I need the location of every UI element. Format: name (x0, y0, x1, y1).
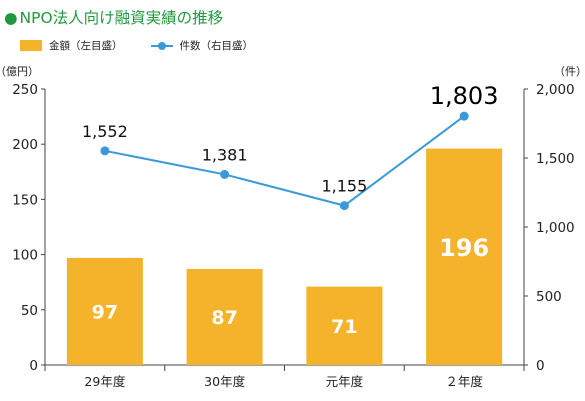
right-tick-label: 1,500 (536, 151, 575, 167)
left-tick-label: 250 (12, 82, 38, 98)
line-value-label: 1,552 (82, 122, 128, 141)
right-tick-label: 500 (536, 289, 562, 305)
bar-value-label: 71 (331, 316, 357, 338)
line-point (459, 111, 469, 121)
line-value-label: 1,381 (202, 145, 248, 164)
category-label: 30年度 (204, 374, 245, 389)
bar (426, 148, 503, 365)
line-marker-icon (150, 40, 173, 51)
left-tick-label: 150 (12, 192, 38, 208)
category-label: 元年度 (326, 374, 364, 389)
bar-value-label: 87 (211, 307, 237, 329)
legend-label-amount: 金額（左目盛） (49, 40, 123, 52)
legend-item-count: 件数（右目盛） (150, 38, 254, 53)
bar (186, 268, 263, 365)
right-axis-unit: （件） (554, 65, 585, 78)
bar (306, 286, 383, 365)
bullet-icon: ● (4, 9, 18, 27)
category-label: ２年度 (445, 374, 483, 389)
line-point (220, 169, 230, 179)
chart-title: ● NPO法人向け融資実績の推移 (4, 6, 223, 28)
legend-label-count: 件数（右目盛） (179, 40, 254, 52)
category-label: 29年度 (84, 374, 125, 389)
left-tick-label: 100 (12, 248, 38, 264)
chart-title-text: NPO法人向け融資実績の推移 (19, 9, 224, 27)
left-axis-unit: （億円） (0, 65, 39, 78)
line-point (100, 146, 110, 156)
bar-value-label: 196 (439, 234, 489, 262)
right-tick-label: 2,000 (536, 82, 575, 98)
left-tick-label: 50 (21, 303, 38, 319)
bar-value-label: 97 (92, 301, 118, 323)
bar (66, 257, 143, 365)
legend-item-amount: 金額（左目盛） (20, 38, 123, 53)
line-point (339, 201, 349, 211)
line-value-label: 1,803 (430, 82, 499, 110)
line-value-label: 1,155 (321, 177, 367, 196)
right-tick-label: 1,000 (536, 220, 575, 236)
bar-swatch-icon (20, 40, 42, 51)
left-tick-label: 200 (12, 137, 38, 153)
right-tick-label: 0 (536, 358, 545, 374)
count-line (104, 115, 465, 207)
left-tick-label: 0 (29, 358, 38, 374)
legend: 金額（左目盛） 件数（右目盛） (20, 38, 281, 53)
